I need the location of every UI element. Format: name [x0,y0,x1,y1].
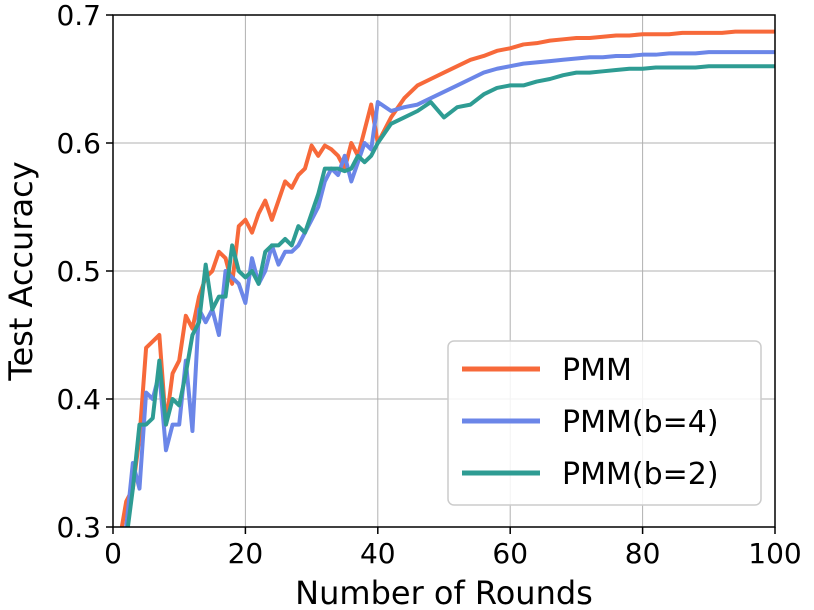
legend-label-2: PMM(b=4) [562,405,719,440]
y-tick-label: 0.7 [56,0,101,32]
legend-label-1: PMM [562,353,632,388]
x-tick-label: 100 [748,537,801,570]
x-tick-label: 0 [104,537,122,570]
y-tick-label: 0.3 [56,511,101,544]
x-tick-label: 20 [228,537,264,570]
legend-box [447,340,762,506]
tick-labels: 0 20 40 60 80 100 0.3 0.4 0.5 0.6 0.7 [56,0,801,570]
y-tick-label: 0.6 [56,127,101,160]
series-layer [119,29,775,527]
x-tick-label: 80 [625,537,661,570]
x-axis-label: Number of Rounds [295,574,593,610]
legend-label-3: PMM(b=2) [562,457,719,492]
x-tick-label: 40 [360,537,396,570]
y-tick-label: 0.5 [56,255,101,288]
y-tick-label: 0.4 [56,383,101,416]
series-line-1 [119,29,775,527]
legend: PMM PMM(b=4) PMM(b=2) [447,340,762,506]
series-line-3 [125,64,775,527]
ticks [106,14,776,534]
x-tick-label: 60 [492,537,528,570]
y-axis-label: Test Accuracy [2,161,40,381]
